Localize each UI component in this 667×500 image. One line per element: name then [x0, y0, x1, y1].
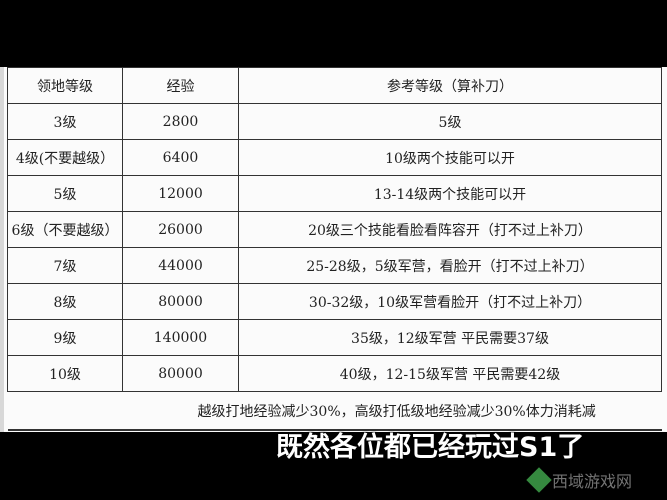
cell-territory-level: 10级	[7, 355, 123, 392]
table-row: 7级 44000 25-28级，5级军营，看脸开（打不过上补刀）	[7, 247, 662, 284]
cell-reference-level: 25-28级，5级军营，看脸开（打不过上补刀）	[238, 247, 662, 284]
cell-experience: 26000	[122, 211, 239, 248]
table-row: 6级（不要越级） 26000 20级三个技能看脸看阵容开（打不过上补刀）	[7, 211, 662, 248]
watermark-logo-icon	[526, 467, 552, 493]
cell-reference-level: 40级，12-15级军营 平民需要42级	[238, 355, 662, 392]
header-experience: 经验	[122, 67, 239, 104]
header-territory-level: 领地等级	[7, 67, 123, 104]
territory-level-table: 领地等级 经验 参考等级（算补刀） 3级 2800 5级 4级(不要越级） 6400 10…	[7, 67, 662, 431]
table-row: 8级 80000 30-32级，10级军营看脸开（打不过上补刀）	[7, 283, 662, 320]
table-row: 9级 140000 35级，12级军营 平民需要37级	[7, 319, 662, 356]
experience-table-sheet: 领地等级 经验 参考等级（算补刀） 3级 2800 5级 4级(不要越级） 6400 10…	[0, 67, 667, 432]
cell-territory-level: 5级	[7, 175, 123, 212]
cell-territory-level: 4级(不要越级）	[7, 139, 123, 176]
cell-experience: 80000	[122, 283, 239, 320]
cell-reference-level: 20级三个技能看脸看阵容开（打不过上补刀）	[238, 211, 662, 248]
table-row: 4级(不要越级） 6400 10级两个技能可以开	[7, 139, 662, 176]
cell-territory-level: 3级	[7, 103, 123, 140]
table-header-row: 领地等级 经验 参考等级（算补刀）	[7, 67, 662, 104]
header-reference-level: 参考等级（算补刀）	[238, 67, 662, 104]
table-row: 5级 12000 13-14级两个技能可以开	[7, 175, 662, 212]
cell-experience: 2800	[122, 103, 239, 140]
cell-experience: 80000	[122, 355, 239, 392]
cell-reference-level: 5级	[238, 103, 662, 140]
watermark-text: 西域游戏网	[552, 472, 633, 491]
cell-territory-level: 9级	[7, 319, 123, 356]
cell-experience: 6400	[122, 139, 239, 176]
note-text: 越级打地经验减少30%，高级打低级地经验减少30%体力消耗减	[7, 391, 662, 431]
cell-reference-level: 10级两个技能可以开	[238, 139, 662, 176]
cell-territory-level: 7级	[7, 247, 123, 284]
table-row: 10级 80000 40级，12-15级军营 平民需要42级	[7, 355, 662, 392]
cell-territory-level: 6级（不要越级）	[7, 211, 123, 248]
cell-reference-level: 35级，12级军营 平民需要37级	[238, 319, 662, 356]
note-row: 越级打地经验减少30%，高级打低级地经验减少30%体力消耗减	[7, 391, 662, 431]
cell-experience: 12000	[122, 175, 239, 212]
cell-experience: 44000	[122, 247, 239, 284]
cell-reference-level: 30-32级，10级军营看脸开（打不过上补刀）	[238, 283, 662, 320]
video-subtitle: 既然各位都已经玩过S1了	[276, 432, 585, 463]
cell-reference-level: 13-14级两个技能可以开	[238, 175, 662, 212]
cell-experience: 140000	[122, 319, 239, 356]
watermark: 西域游戏网	[526, 467, 633, 493]
cell-territory-level: 8级	[7, 283, 123, 320]
table-row: 3级 2800 5级	[7, 103, 662, 140]
